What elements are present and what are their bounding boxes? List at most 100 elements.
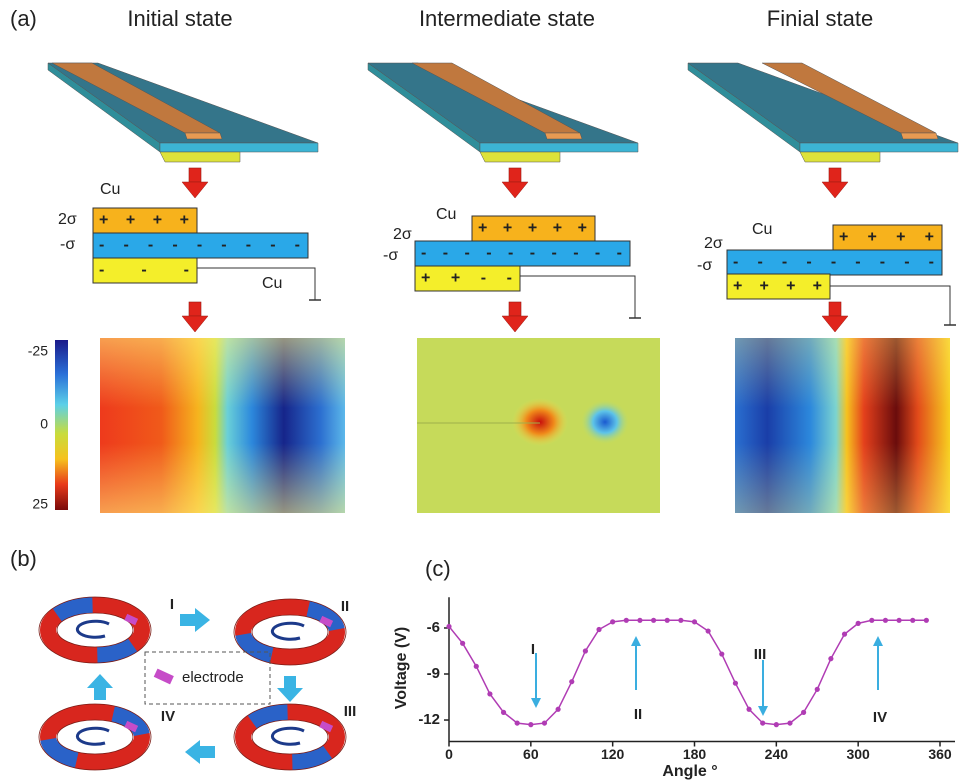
data-point <box>637 618 642 623</box>
bottom-electrode <box>480 152 560 162</box>
data-point <box>692 619 697 624</box>
potential-spot <box>581 400 629 444</box>
annotation-arrowhead <box>531 698 541 708</box>
annotation: I <box>531 641 535 658</box>
charge-label: 2σ <box>704 235 723 252</box>
ring-hole <box>57 720 133 754</box>
data-point <box>869 618 874 623</box>
wire <box>830 286 950 325</box>
panel-title: Finial state <box>767 6 873 31</box>
colorbar-tick-label: 25 <box>32 496 48 512</box>
y-axis-label: Voltage (V) <box>393 627 410 709</box>
data-point <box>883 618 888 623</box>
data-point <box>624 618 629 623</box>
stage-label: IV <box>161 708 175 725</box>
annotation: III <box>754 646 767 663</box>
stage-label: III <box>344 703 357 720</box>
panel-label: (a) <box>10 6 37 31</box>
arrow-head <box>822 182 848 198</box>
data-point <box>583 648 588 653</box>
annotation: II <box>634 706 642 723</box>
wire-label: Cu <box>262 275 282 292</box>
bottom-electrode <box>160 152 240 162</box>
data-point <box>815 687 820 692</box>
metal-label: Cu <box>436 206 456 223</box>
data-point <box>746 707 751 712</box>
data-point <box>556 707 561 712</box>
data-point <box>706 628 711 633</box>
data-point <box>896 618 901 623</box>
top-electrode-side <box>545 133 582 139</box>
flow-arrow <box>185 740 215 764</box>
data-point <box>665 618 670 623</box>
x-tick-label: 360 <box>928 746 952 762</box>
flow-arrow <box>277 676 303 702</box>
data-point <box>515 720 520 725</box>
annotation-arrowhead <box>631 636 641 646</box>
charge-label: 2σ <box>393 226 412 243</box>
x-tick-label: 60 <box>523 746 539 762</box>
potential-map-veil <box>735 338 950 513</box>
panel-title: Intermediate state <box>419 6 595 31</box>
data-point <box>446 624 451 629</box>
potential-spot <box>512 398 568 446</box>
data-point <box>787 720 792 725</box>
top-electrode-side <box>901 133 938 139</box>
y-tick-label: -6 <box>427 619 440 636</box>
data-point <box>842 632 847 637</box>
panel-label: (b) <box>10 546 37 571</box>
panel-title: Initial state <box>127 6 232 31</box>
annotation: IV <box>873 709 887 726</box>
wire <box>520 276 635 318</box>
data-point <box>924 618 929 623</box>
data-point <box>528 722 533 727</box>
top-electrode-side <box>185 133 222 139</box>
panel-label: (c) <box>425 556 451 581</box>
arrow-head <box>182 316 208 332</box>
substrate-front <box>160 143 318 152</box>
data-point <box>733 681 738 686</box>
x-tick-label: 120 <box>601 746 625 762</box>
substrate-front <box>480 143 638 152</box>
series-line <box>449 620 926 724</box>
data-point <box>474 664 479 669</box>
potential-map-veil <box>100 338 345 513</box>
colorbar <box>55 340 68 510</box>
y-tick-label: -9 <box>427 665 440 682</box>
charge-label: -σ <box>383 247 398 264</box>
arrow-shaft <box>509 302 521 316</box>
electrode-mark <box>154 669 174 685</box>
ring-hole <box>57 613 133 647</box>
annotation-arrowhead <box>758 706 768 716</box>
x-tick-label: 240 <box>765 746 789 762</box>
data-point <box>774 722 779 727</box>
data-point <box>828 656 833 661</box>
data-point <box>460 641 465 646</box>
colorbar-tick-label: -25 <box>28 343 48 359</box>
x-tick-label: 300 <box>846 746 870 762</box>
bottom-electrode <box>800 152 880 162</box>
flow-arrow <box>87 674 113 700</box>
x-tick-label: 0 <box>445 746 453 762</box>
arrow-shaft <box>829 302 841 316</box>
x-axis-label: Angle ° <box>662 763 717 780</box>
y-tick-label: -12 <box>418 711 440 728</box>
legend-label: electrode <box>182 669 244 686</box>
data-point <box>596 627 601 632</box>
arrow-shaft <box>829 168 841 182</box>
data-point <box>719 651 724 656</box>
data-point <box>610 619 615 624</box>
data-point <box>801 710 806 715</box>
metal-label: Cu <box>100 181 120 198</box>
ring-hole <box>252 615 328 649</box>
arrow-head <box>502 316 528 332</box>
metal-label: Cu <box>752 221 772 238</box>
data-point <box>501 710 506 715</box>
data-point <box>487 691 492 696</box>
flow-arrow <box>180 608 210 632</box>
charge-signs: + + + + + <box>478 220 587 237</box>
charge-label: -σ <box>697 257 712 274</box>
arrow-head <box>822 316 848 332</box>
stage-label: II <box>341 598 349 615</box>
substrate-front <box>800 143 958 152</box>
